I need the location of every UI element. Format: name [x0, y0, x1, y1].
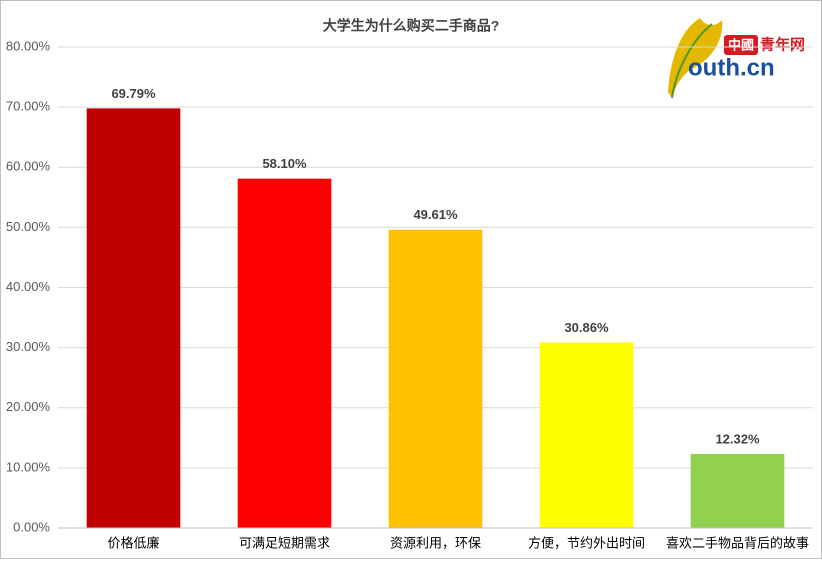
logo-domain: outh.cn: [688, 54, 775, 81]
y-tick-label: 20.00%: [6, 399, 51, 414]
y-tick-label: 0.00%: [13, 519, 50, 534]
bar: [237, 178, 332, 528]
x-tick-label: 可满足短期需求: [239, 535, 330, 550]
value-label: 49.61%: [413, 207, 458, 222]
bar: [539, 342, 634, 528]
bar: [388, 229, 483, 528]
y-tick-label: 60.00%: [6, 159, 51, 174]
logo-name: 青年网: [760, 35, 805, 53]
value-label: 12.32%: [715, 431, 760, 446]
chart-title: 大学生为什么购买二手商品?: [323, 18, 500, 34]
logo-stem: [671, 23, 713, 99]
y-tick-label: 40.00%: [6, 279, 51, 294]
y-tick-label: 30.00%: [6, 339, 51, 354]
logo-leaf: [668, 18, 723, 98]
y-tick-label: 50.00%: [6, 219, 51, 234]
logo: 中國 青年网 outh.cn: [668, 18, 805, 99]
logo-badge-text: 中國: [728, 37, 754, 52]
x-tick-label: 价格低廉: [107, 535, 159, 550]
x-tick-label: 方便，节约外出时间: [528, 535, 645, 550]
logo-badge: [724, 35, 758, 55]
value-label: 69.79%: [111, 86, 156, 101]
x-tick-label: 喜欢二手物品背后的故事: [666, 535, 809, 550]
bar: [690, 453, 785, 528]
y-tick-label: 10.00%: [6, 459, 51, 474]
x-tick-label: 资源利用，环保: [390, 535, 481, 550]
y-tick-label: 70.00%: [6, 99, 51, 114]
value-label: 58.10%: [262, 156, 307, 171]
y-tick-label: 80.00%: [6, 38, 51, 53]
value-label: 30.86%: [564, 320, 609, 335]
bar: [86, 108, 181, 528]
